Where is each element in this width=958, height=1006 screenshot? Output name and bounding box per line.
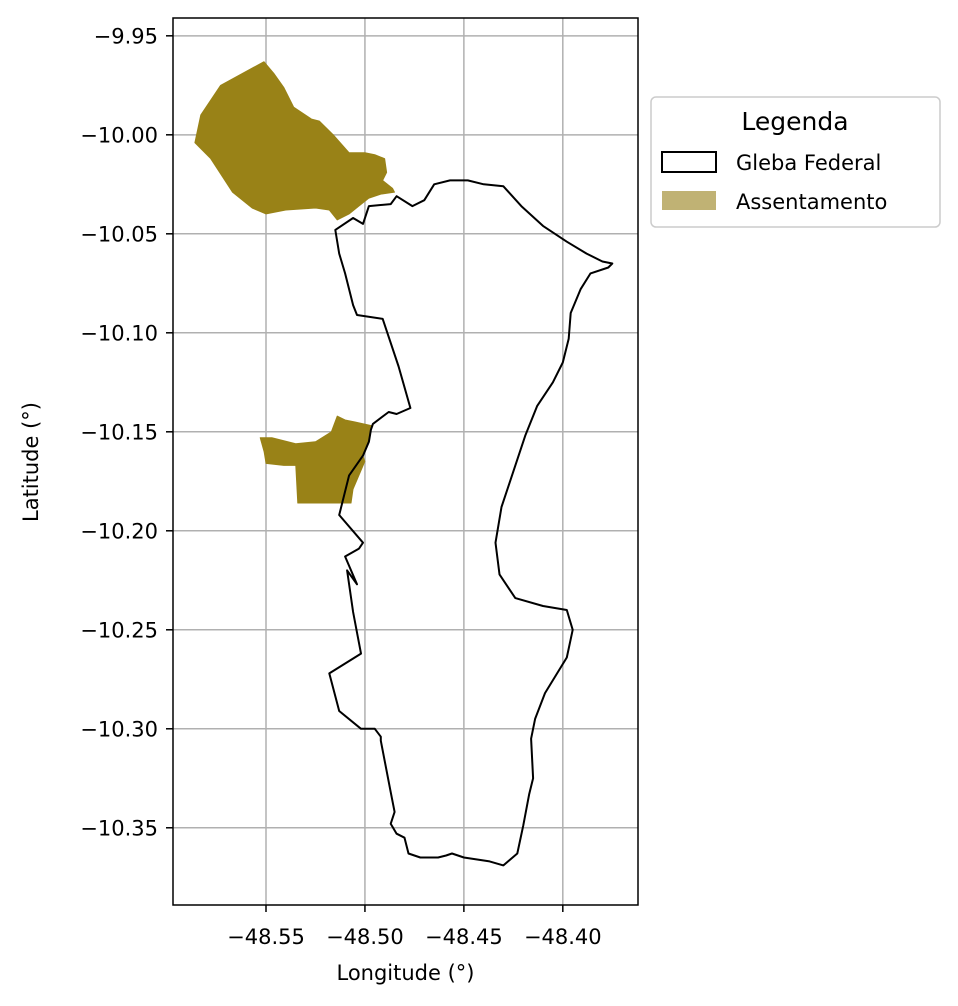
assentamento-polygon xyxy=(194,61,395,221)
y-tick-label: −10.35 xyxy=(80,816,158,840)
legend-swatch-assentamento xyxy=(662,191,716,210)
x-tick-label: −48.40 xyxy=(524,925,602,949)
y-tick-label: −10.20 xyxy=(80,519,158,543)
axis-ticks: −48.55 −48.50 −48.45 −48.40 −9.95 −10.00 −10.0… xyxy=(80,24,601,949)
legend-frame xyxy=(650,96,941,228)
legend-label-assentamento: Assentamento xyxy=(736,190,887,214)
legend: Legenda Gleba Federal Assentamento xyxy=(650,96,941,228)
y-tick-label: −9.95 xyxy=(94,24,158,48)
legend-label-gleba-federal: Gleba Federal xyxy=(736,151,881,175)
legend-swatch-gleba-federal xyxy=(661,151,717,173)
y-axis-label: Latitude (°) xyxy=(19,402,43,522)
x-axis-label: Longitude (°) xyxy=(336,961,474,985)
y-tick-label: −10.10 xyxy=(80,321,158,345)
x-tick-label: −48.45 xyxy=(425,925,503,949)
y-tick-label: −10.00 xyxy=(80,123,158,147)
x-tick-label: −48.55 xyxy=(227,925,305,949)
x-tick-label: −48.50 xyxy=(326,925,404,949)
y-tick-label: −10.30 xyxy=(80,717,158,741)
y-tick-label: −10.15 xyxy=(80,420,158,444)
y-tick-label: −10.05 xyxy=(80,222,158,246)
gleba-federal-polygon xyxy=(328,179,614,867)
plot-frame xyxy=(172,17,639,906)
map-layers xyxy=(194,61,614,867)
y-tick-label: −10.25 xyxy=(80,618,158,642)
legend-title: Legenda xyxy=(741,107,848,136)
